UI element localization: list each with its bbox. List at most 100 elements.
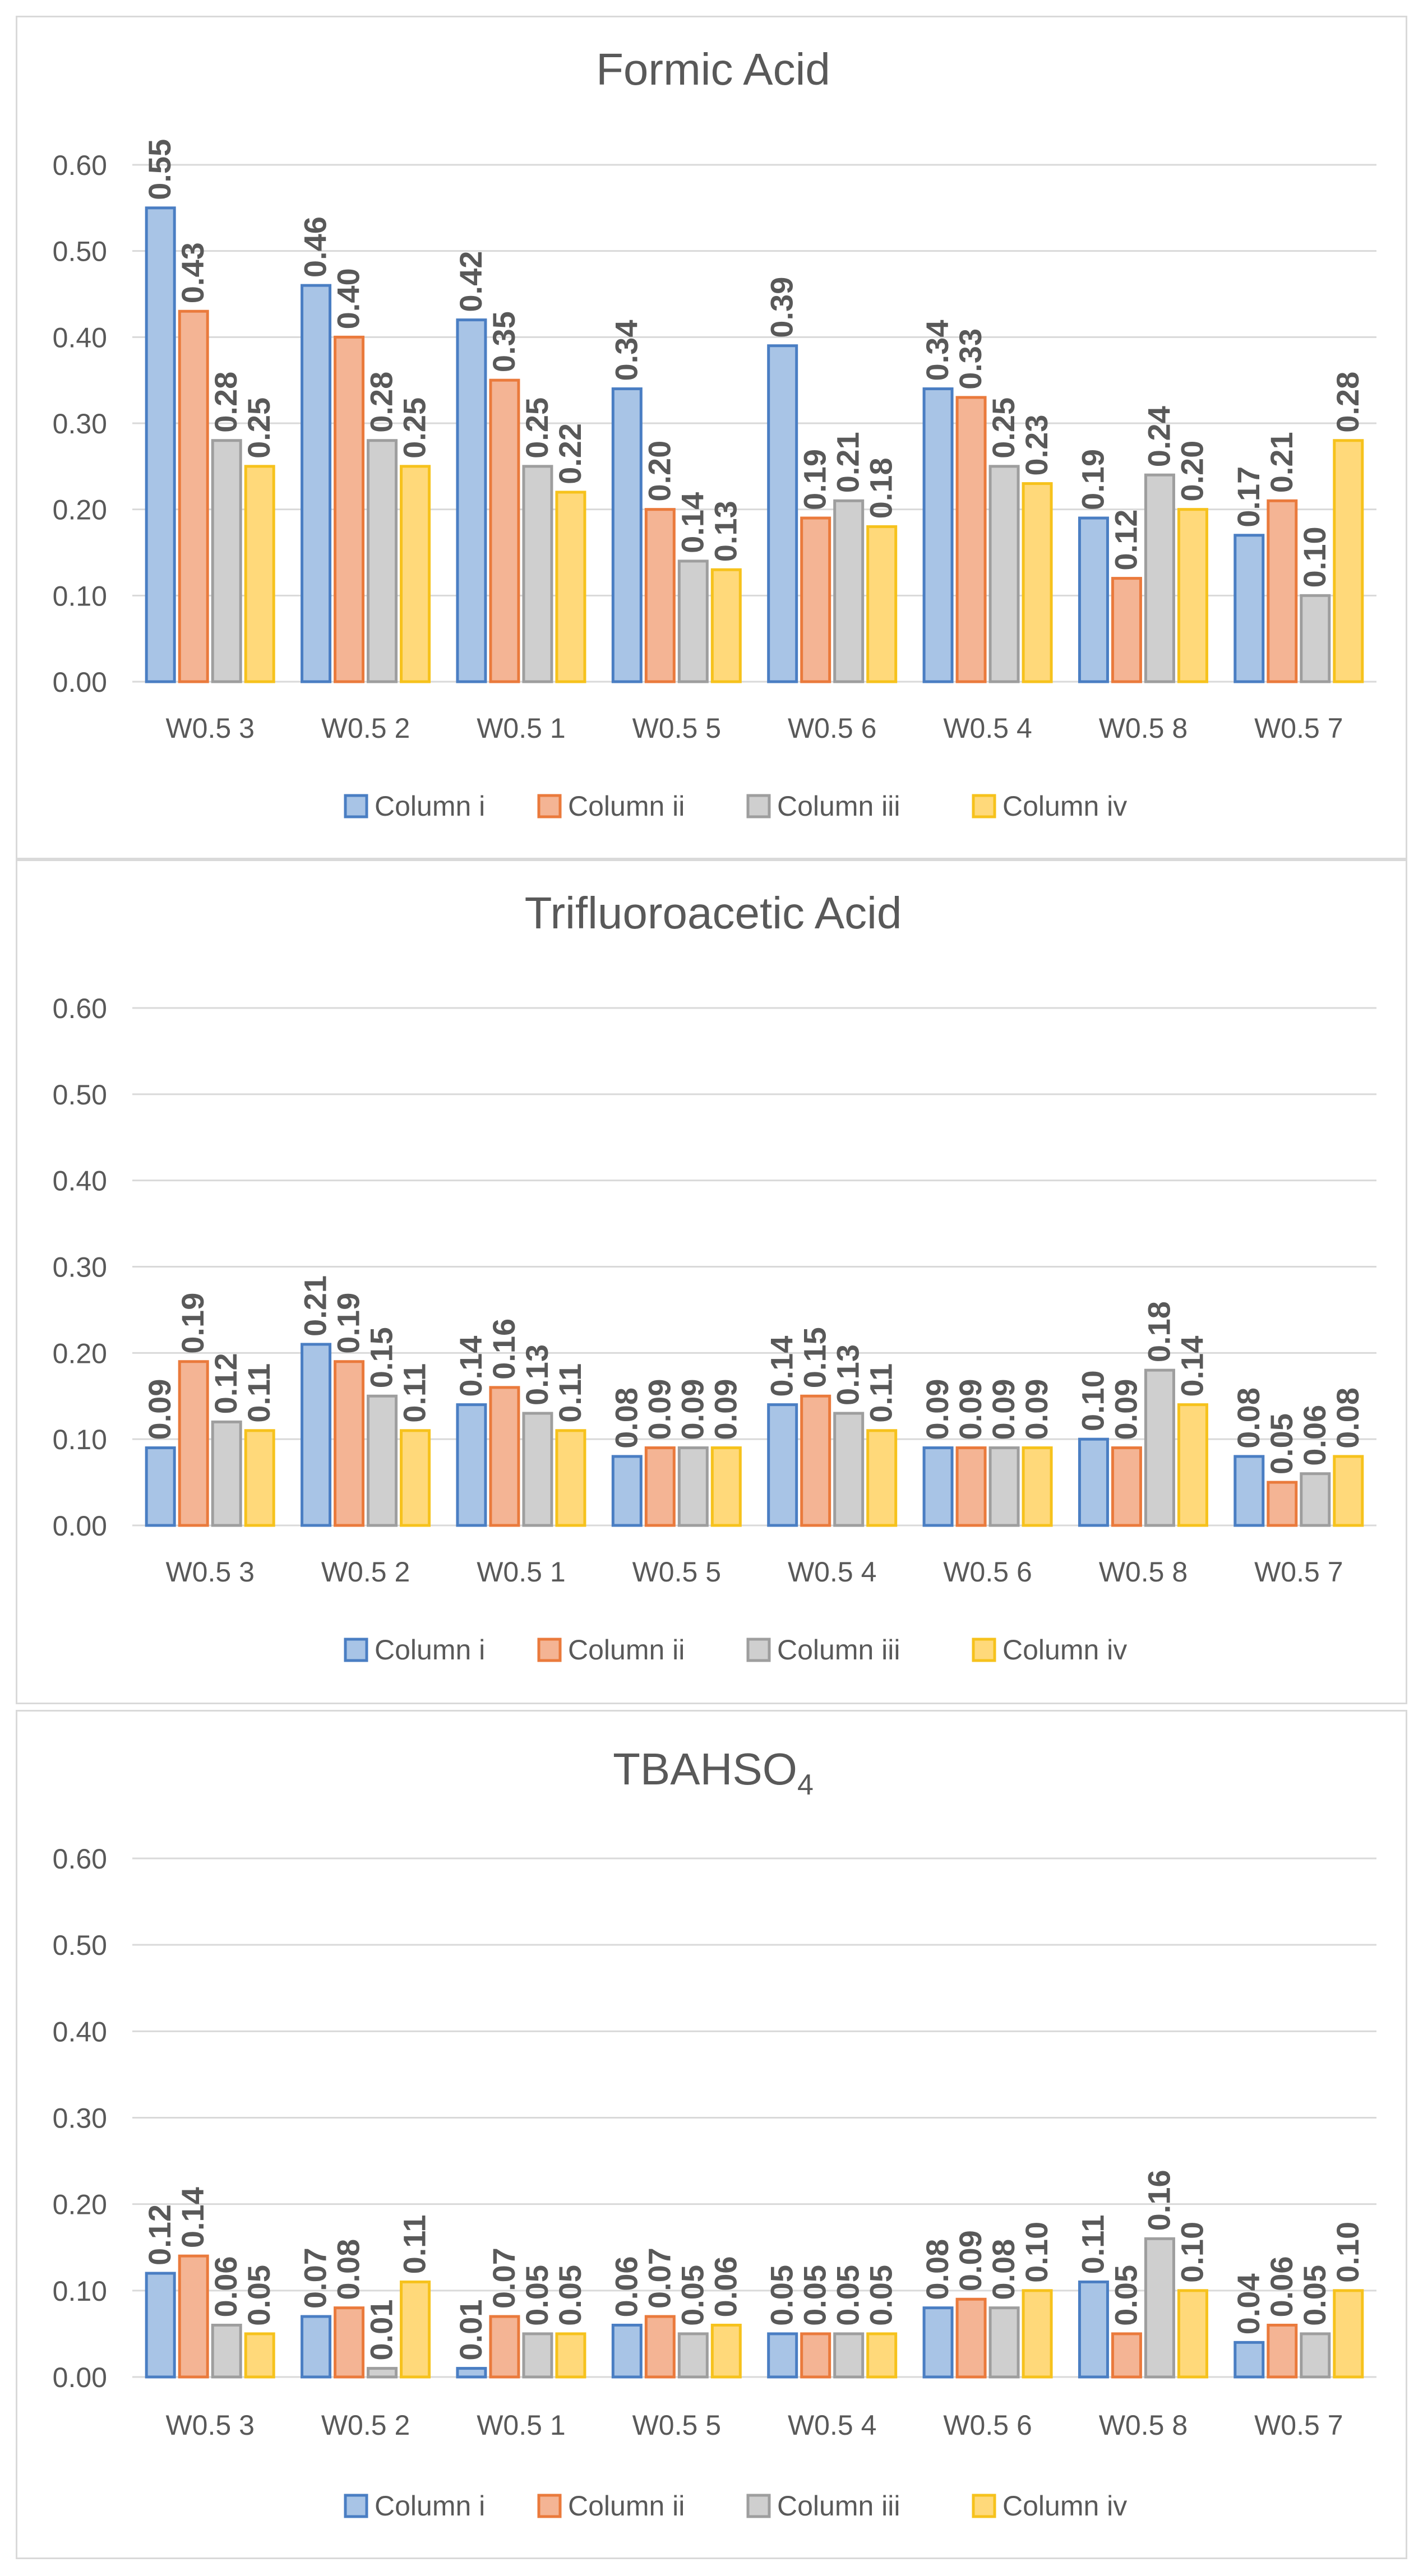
bar bbox=[1300, 594, 1331, 683]
chart-title: TBAHSO4 bbox=[613, 1744, 814, 1801]
chart-panel-formic-acid: Formic Acid 0.00 0.10 0.20 0.30 0.40 0.50 0.60 0… bbox=[16, 16, 1407, 859]
data-label: 0.05 bbox=[674, 2265, 710, 2326]
bar bbox=[1267, 1481, 1298, 1527]
y-tick-label: 0.50 bbox=[53, 236, 107, 267]
data-label: 0.07 bbox=[486, 2247, 521, 2309]
bar bbox=[800, 1394, 831, 1527]
bar bbox=[833, 499, 865, 683]
bar bbox=[800, 2332, 831, 2379]
bar bbox=[145, 2272, 176, 2379]
bar bbox=[522, 465, 553, 683]
bar bbox=[955, 396, 987, 683]
data-label: 0.55 bbox=[142, 139, 177, 200]
data-label: 0.14 bbox=[1174, 1336, 1209, 1397]
data-label: 0.19 bbox=[797, 449, 833, 510]
bar bbox=[922, 387, 954, 683]
bar bbox=[244, 465, 275, 683]
data-label: 0.34 bbox=[608, 320, 644, 381]
bar bbox=[334, 1360, 365, 1527]
bar bbox=[1111, 1446, 1142, 1527]
chart-title: Trifluoroacetic Acid bbox=[525, 888, 902, 938]
bar bbox=[955, 2297, 987, 2379]
bar bbox=[1111, 2332, 1142, 2379]
data-label: 0.28 bbox=[1330, 372, 1365, 433]
bar bbox=[767, 1403, 798, 1527]
x-tick-label: W0.5 5 bbox=[632, 2409, 721, 2441]
x-tick-label: W0.5 8 bbox=[1099, 1556, 1188, 1588]
y-tick-label: 0.10 bbox=[53, 580, 107, 612]
x-tick-label: W0.5 3 bbox=[165, 2409, 254, 2441]
bar bbox=[178, 309, 209, 683]
data-label: 0.08 bbox=[331, 2239, 366, 2300]
bar bbox=[522, 2332, 553, 2379]
data-label: 0.22 bbox=[552, 423, 588, 484]
bar bbox=[644, 1446, 676, 1527]
bar bbox=[145, 1446, 176, 1527]
y-tick-label: 0.40 bbox=[53, 322, 107, 353]
bar bbox=[1144, 2237, 1175, 2379]
bar bbox=[211, 2324, 242, 2379]
bar bbox=[145, 206, 176, 683]
data-label: 0.09 bbox=[1019, 1379, 1054, 1440]
bar bbox=[489, 378, 520, 683]
bar bbox=[988, 1446, 1020, 1527]
data-label: 0.17 bbox=[1231, 466, 1266, 528]
x-tick-label: W0.5 7 bbox=[1254, 2409, 1343, 2441]
x-tick-label: W0.5 6 bbox=[943, 1556, 1032, 1588]
x-tick-label: W0.5 2 bbox=[321, 1556, 410, 1588]
bar bbox=[710, 2324, 742, 2379]
bar bbox=[866, 1429, 898, 1527]
data-label: 0.16 bbox=[1141, 2170, 1176, 2231]
bar bbox=[1267, 2324, 1298, 2379]
bar bbox=[988, 465, 1020, 683]
data-label: 0.09 bbox=[953, 1379, 988, 1440]
data-label: 0.01 bbox=[453, 2300, 488, 2361]
chart-tbahso4: TBAHSO40.000.100.200.300.400.500.600.120… bbox=[53, 1744, 1376, 2522]
legend-label: Column iii bbox=[777, 2490, 900, 2522]
data-label: 0.08 bbox=[920, 2239, 955, 2300]
bar bbox=[1300, 2332, 1331, 2379]
bar bbox=[710, 568, 742, 683]
bar bbox=[1022, 2289, 1053, 2379]
data-label: 0.28 bbox=[208, 372, 243, 433]
data-label: 0.09 bbox=[1108, 1379, 1143, 1440]
y-tick-label: 0.30 bbox=[53, 408, 107, 440]
data-label: 0.13 bbox=[708, 501, 743, 562]
data-label: 0.05 bbox=[552, 2265, 588, 2326]
bar bbox=[644, 2315, 676, 2379]
bar bbox=[1078, 1437, 1109, 1527]
data-label: 0.08 bbox=[986, 2239, 1021, 2300]
legend-swatch bbox=[746, 2494, 771, 2518]
data-label: 0.08 bbox=[1231, 1388, 1266, 1449]
data-label: 0.09 bbox=[953, 2230, 988, 2291]
data-label: 0.11 bbox=[397, 1363, 432, 1423]
data-label: 0.05 bbox=[764, 2265, 800, 2326]
bar bbox=[710, 1446, 742, 1527]
y-tick-label: 0.00 bbox=[53, 2362, 107, 2393]
bar bbox=[211, 1420, 242, 1527]
bar bbox=[611, 387, 643, 683]
data-label: 0.10 bbox=[1075, 1370, 1110, 1431]
data-label: 0.08 bbox=[608, 1388, 644, 1449]
data-label: 0.11 bbox=[397, 2215, 432, 2274]
bar bbox=[866, 2332, 898, 2379]
bar bbox=[644, 508, 676, 683]
y-tick-label: 0.40 bbox=[53, 1166, 107, 1197]
data-label: 0.18 bbox=[863, 457, 899, 519]
chart-title: Formic Acid bbox=[596, 44, 830, 94]
legend-label: Column ii bbox=[568, 1634, 685, 1666]
bar bbox=[301, 284, 332, 683]
bar bbox=[456, 1403, 487, 1527]
y-tick-label: 0.50 bbox=[53, 1079, 107, 1111]
bar bbox=[244, 1429, 275, 1527]
data-label: 0.09 bbox=[641, 1379, 677, 1440]
data-label: 0.06 bbox=[1297, 1405, 1332, 1466]
chart-formic-acid: Formic Acid 0.00 0.10 0.20 0.30 0.40 0.50 0.60 0… bbox=[53, 44, 1376, 822]
bar bbox=[1078, 2280, 1109, 2379]
data-label: 0.25 bbox=[986, 397, 1021, 459]
legend-swatch bbox=[537, 1638, 562, 1662]
bar bbox=[1233, 534, 1265, 683]
chart-panel-trifluoroacetic-acid: Trifluoroacetic Acid 0.00 0.10 0.20 0.30 0.40… bbox=[16, 859, 1407, 1704]
data-label: 0.06 bbox=[1264, 2256, 1299, 2318]
data-label: 0.19 bbox=[331, 1293, 366, 1354]
